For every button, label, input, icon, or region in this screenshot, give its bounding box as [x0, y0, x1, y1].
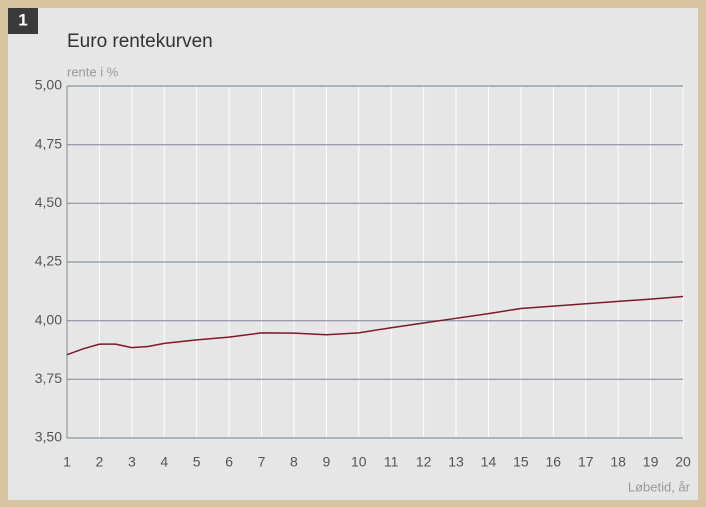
y-tick-label: 4,00 — [35, 311, 62, 327]
line-series — [66, 295, 684, 356]
x-tick-label: 10 — [351, 454, 367, 470]
y-tick-label: 5,00 — [35, 77, 62, 93]
panel — [8, 8, 698, 500]
x-tick-label: 17 — [578, 454, 594, 470]
x-tick-label: 7 — [258, 454, 266, 470]
y-tick-label: 4,25 — [35, 253, 62, 269]
x-tick-label: 9 — [322, 454, 330, 470]
x-tick-label: 2 — [96, 454, 104, 470]
x-tick-label: 14 — [481, 454, 497, 470]
chart-title: Euro rentekurven — [67, 31, 213, 52]
y-tick-label: 3,75 — [35, 370, 62, 386]
x-tick-label: 6 — [225, 454, 233, 470]
x-tick-label: 20 — [675, 454, 691, 470]
y-tick-label: 3,50 — [35, 429, 62, 445]
x-tick-label: 16 — [546, 454, 562, 470]
badge-box — [8, 8, 38, 34]
x-tick-label: 8 — [290, 454, 298, 470]
y-tick-label: 4,75 — [35, 135, 62, 151]
x-tick-label: 18 — [610, 454, 626, 470]
x-tick-label: 1 — [63, 454, 71, 470]
x-axis-label: Løbetid, år — [628, 479, 691, 494]
x-tick-label: 4 — [160, 454, 168, 470]
y-tick-label: 4,50 — [35, 194, 62, 210]
x-tick-label: 11 — [384, 454, 399, 470]
x-tick-label: 13 — [448, 454, 464, 470]
x-tick-label: 3 — [128, 454, 136, 470]
x-tick-label: 19 — [643, 454, 659, 470]
y-axis-label: rente i % — [67, 64, 119, 79]
x-tick-label: 5 — [193, 454, 201, 470]
x-tick-label: 15 — [513, 454, 529, 470]
x-tick-label: 12 — [416, 454, 432, 470]
badge: 1 — [18, 10, 27, 29]
